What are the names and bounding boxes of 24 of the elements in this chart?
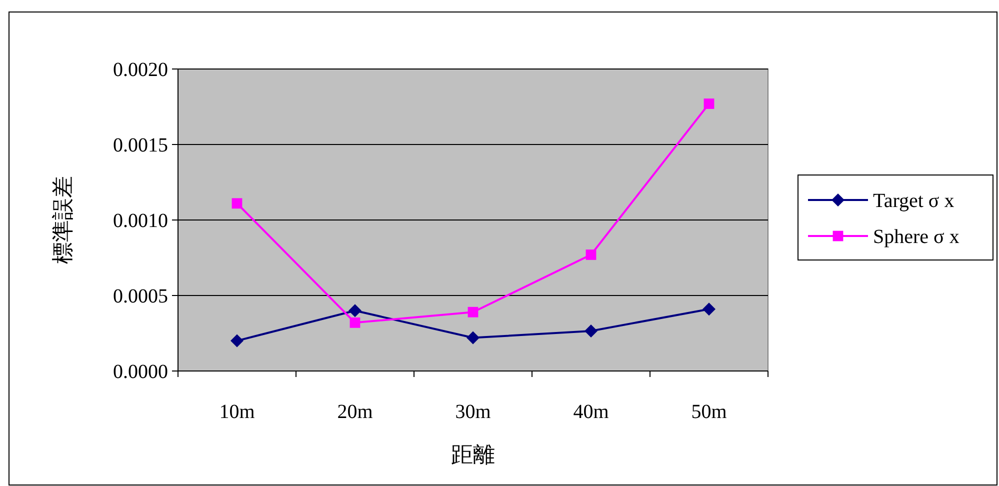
point (348, 304, 362, 318)
x-tick-label: 40m (573, 401, 610, 423)
legend-label: Sphere σ x (873, 226, 960, 248)
point (468, 306, 478, 318)
y-tick-label: 0.0020 (113, 59, 168, 81)
y-tick-label: 0.0000 (113, 361, 168, 383)
x-tick-label: 50m (691, 401, 728, 423)
point (586, 250, 596, 260)
y-tick-label: 0.0015 (113, 134, 168, 156)
y-tick-label: 0.0010 (113, 210, 168, 232)
x-tick-label: 30m (455, 401, 492, 423)
legend-label: Target σ x (873, 190, 954, 212)
point (704, 98, 714, 109)
point (350, 317, 360, 328)
x-axis-title: 距離 (451, 442, 495, 467)
y-tick-label: 0.0005 (113, 286, 168, 308)
y-axis-title: 標準誤差 (50, 176, 75, 264)
point (584, 324, 598, 338)
point (702, 302, 716, 316)
point (232, 198, 242, 209)
x-tick-label: 20m (337, 401, 374, 423)
point (230, 334, 244, 348)
point (466, 331, 480, 344)
x-tick-label: 10m (219, 401, 256, 423)
